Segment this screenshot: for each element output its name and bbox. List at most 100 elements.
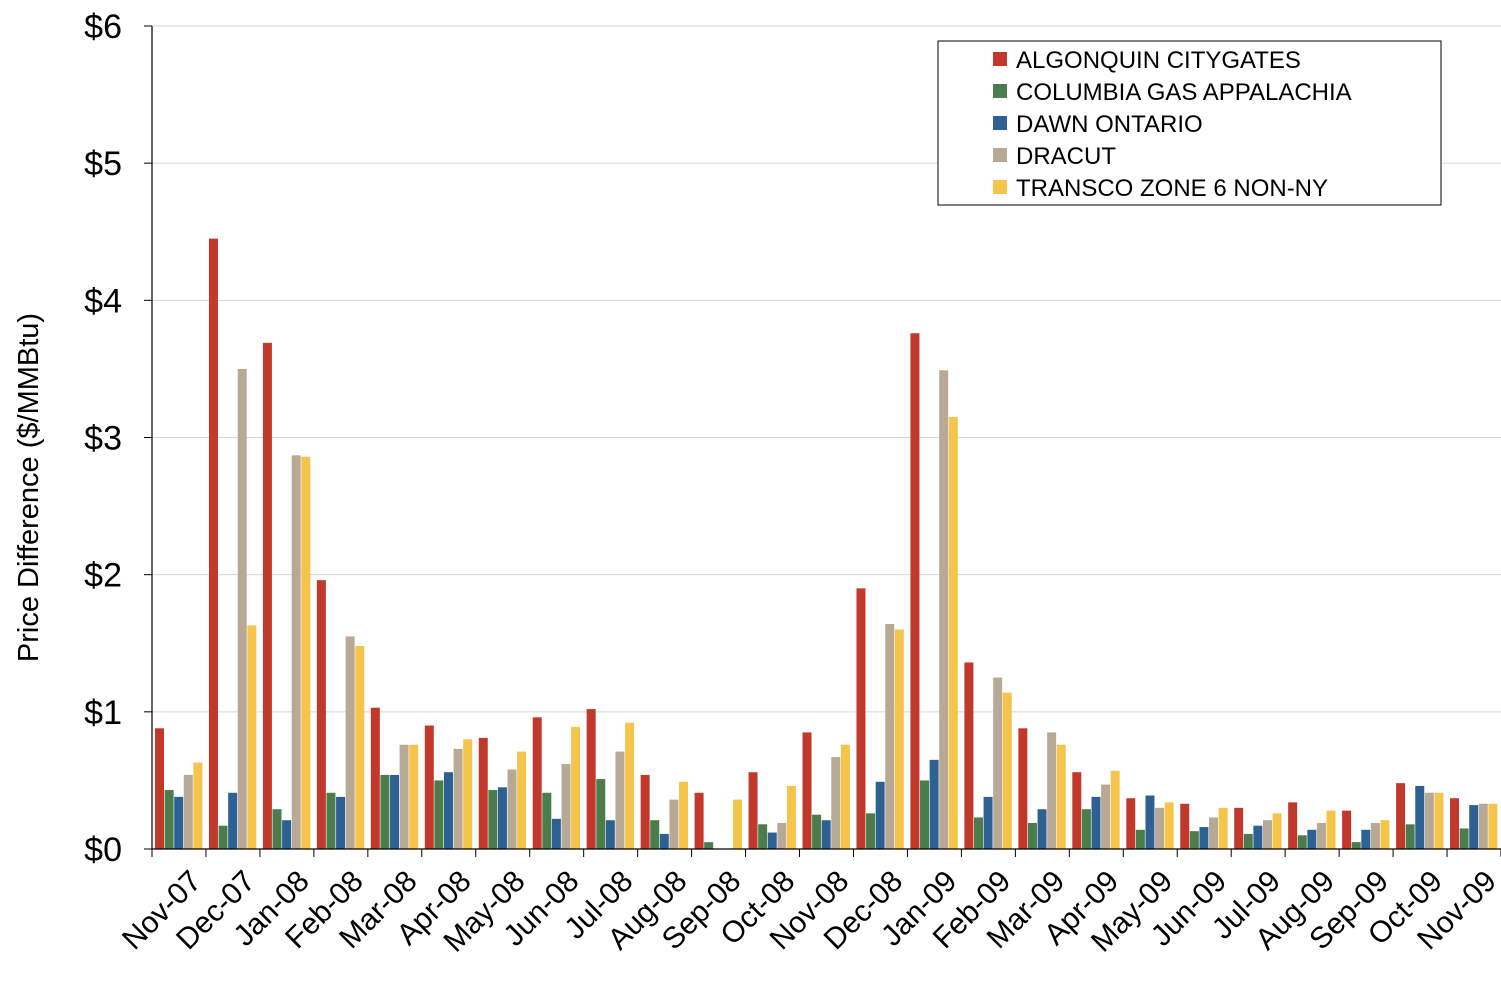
bar — [1018, 728, 1028, 849]
bar — [659, 833, 669, 849]
legend-label: DAWN ONTARIO — [1016, 111, 1203, 138]
y-tick-label: $1 — [84, 694, 122, 732]
bar — [767, 832, 777, 849]
bar — [247, 625, 257, 849]
bar — [1396, 783, 1406, 849]
bar — [463, 739, 473, 849]
bar — [669, 799, 679, 849]
bar — [875, 781, 885, 849]
bar — [831, 757, 841, 849]
bar — [174, 796, 184, 849]
bar — [1209, 817, 1219, 849]
bar — [929, 759, 939, 849]
legend-label: TRANSCO ZONE 6 NON-NY — [1016, 175, 1328, 202]
bar — [390, 774, 400, 849]
bar — [704, 842, 714, 849]
bar — [1199, 827, 1209, 849]
legend-box — [937, 40, 1442, 206]
bar — [625, 722, 635, 849]
y-axis-label: Price Difference ($/MMBtu) — [13, 313, 45, 662]
bar — [1027, 822, 1037, 849]
y-tick-label: $3 — [84, 420, 122, 458]
bar — [910, 333, 920, 850]
bar — [291, 455, 301, 849]
bar — [1155, 807, 1165, 849]
bar — [218, 825, 228, 849]
bar — [228, 792, 238, 849]
bar — [409, 744, 419, 849]
bar — [1234, 807, 1244, 849]
bar — [316, 580, 326, 849]
bar — [777, 822, 787, 849]
bar — [497, 787, 507, 849]
bar — [894, 629, 904, 849]
legend-label: COLUMBIA GAS APPALACHIA — [1016, 79, 1352, 106]
bar — [821, 820, 831, 849]
bar — [615, 751, 625, 849]
bar — [1135, 829, 1145, 849]
axes — [144, 25, 1501, 857]
bar — [1262, 820, 1272, 849]
bar — [370, 707, 380, 849]
bar — [1342, 810, 1352, 849]
bar — [1037, 809, 1047, 849]
bar — [1180, 803, 1190, 849]
bar — [1478, 803, 1488, 849]
y-tick-label: $5 — [84, 145, 122, 183]
bar — [1164, 802, 1174, 849]
bar — [1370, 822, 1380, 849]
bar — [1081, 809, 1091, 849]
bar — [1253, 825, 1263, 849]
bar — [596, 779, 606, 849]
bar — [983, 796, 993, 849]
bar — [262, 342, 272, 849]
bar — [1189, 831, 1199, 849]
bar — [155, 728, 164, 849]
bar — [1361, 829, 1371, 849]
bar — [1288, 802, 1298, 849]
bar — [282, 820, 292, 849]
legend-items: ALGONQUIN CITYGATES COLUMBIA GAS APPALACH… — [993, 47, 1352, 202]
legend-label: ALGONQUIN CITYGATES — [1016, 47, 1301, 74]
bar — [812, 814, 822, 849]
bar — [1272, 813, 1282, 849]
bar — [605, 820, 615, 849]
bar — [380, 774, 390, 849]
bar — [424, 725, 434, 849]
bar — [183, 774, 193, 849]
bar — [1326, 810, 1336, 849]
bar — [1056, 744, 1066, 849]
bar — [1218, 807, 1228, 849]
legend-label: DRACUT — [1016, 143, 1116, 170]
y-tick-label: $6 — [84, 8, 122, 46]
bar — [478, 737, 488, 849]
gridlines — [152, 25, 1501, 713]
bar — [1307, 829, 1317, 849]
bar — [434, 780, 444, 849]
bar — [237, 368, 247, 849]
legend-swatch — [993, 148, 1007, 162]
bar — [650, 820, 660, 849]
bar — [551, 818, 561, 849]
bar — [1424, 792, 1434, 849]
bar — [345, 636, 355, 849]
bar — [993, 677, 1003, 849]
bar — [640, 774, 650, 849]
bar — [193, 762, 203, 849]
bar — [488, 790, 498, 849]
bar — [1072, 772, 1082, 849]
bar — [748, 772, 758, 849]
bar — [399, 744, 409, 849]
bar — [802, 732, 812, 849]
y-tick-label: $0 — [84, 831, 122, 869]
bar — [1101, 784, 1111, 849]
bar — [866, 813, 876, 849]
bar — [885, 624, 895, 849]
bar — [1002, 692, 1012, 849]
bar — [1110, 770, 1120, 849]
bar — [920, 780, 930, 849]
bar — [571, 726, 581, 849]
bar — [1351, 842, 1361, 849]
bar — [542, 792, 552, 849]
bar — [840, 744, 850, 849]
